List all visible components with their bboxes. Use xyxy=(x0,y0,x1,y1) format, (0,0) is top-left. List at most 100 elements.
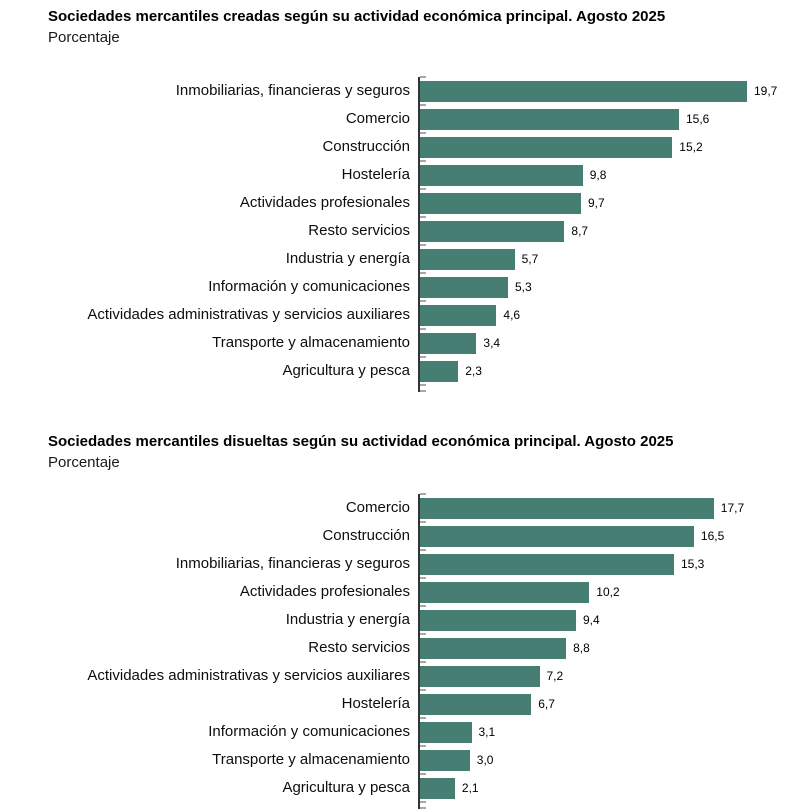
value-label: 19,7 xyxy=(754,84,778,98)
axis-tick xyxy=(420,661,426,663)
bar-area: 15,2 xyxy=(418,132,785,161)
value-label: 10,2 xyxy=(596,585,620,599)
category-label: Hostelería xyxy=(341,695,410,712)
bar-area: 7,2 xyxy=(418,661,785,690)
value-label: 16,5 xyxy=(700,529,725,543)
bar xyxy=(420,693,532,715)
bar xyxy=(420,749,470,771)
category-label: Información y comunicaciones xyxy=(208,723,410,740)
axis-tick xyxy=(420,356,426,358)
axis-line-end xyxy=(418,384,785,392)
bar-area: 4,6 xyxy=(418,300,785,329)
bar-area: 10,2 xyxy=(418,577,785,606)
category-label: Transporte y almacenamiento xyxy=(212,751,410,768)
bar xyxy=(420,525,694,547)
bar-area: 6,7 xyxy=(418,689,785,718)
chart-created-subtitle: Porcentaje xyxy=(48,29,120,46)
bar xyxy=(420,80,747,102)
axis-tick xyxy=(420,605,426,607)
bar-area: 9,4 xyxy=(418,605,785,634)
category-label: Resto servicios xyxy=(308,222,410,239)
category-label: Información y comunicaciones xyxy=(208,278,410,295)
value-label: 3,1 xyxy=(478,725,496,739)
bar-area: 16,5 xyxy=(418,521,785,550)
value-label: 5,7 xyxy=(521,252,539,266)
chart-dissolved-bar-chart: Comercio 17,7 Construcción 16,5 Inmobiliaria… xyxy=(0,493,785,809)
value-label: 2,1 xyxy=(461,781,479,795)
bar-row: Agricultura y pesca 2,3 xyxy=(0,356,785,385)
bar-row: Comercio 15,6 xyxy=(0,104,785,133)
axis-tick xyxy=(420,216,426,218)
bar-row: Hostelería 6,7 xyxy=(0,689,785,718)
category-label: Actividades administrativas y servicios … xyxy=(87,306,410,323)
bar-area: 2,3 xyxy=(418,356,785,385)
bar xyxy=(420,721,472,743)
bar-area: 2,1 xyxy=(418,773,785,802)
axis-tick xyxy=(420,807,426,809)
category-label: Construcción xyxy=(322,138,410,155)
bar-row: Actividades administrativas y servicios … xyxy=(0,661,785,690)
bar xyxy=(420,220,565,242)
axis-tick xyxy=(420,633,426,635)
bar xyxy=(420,164,583,186)
category-label: Actividades profesionales xyxy=(239,583,410,600)
category-label: Agricultura y pesca xyxy=(282,362,410,379)
axis-tick xyxy=(420,577,426,579)
bar xyxy=(420,192,581,214)
category-label: Inmobiliarias, financieras y seguros xyxy=(175,82,410,99)
axis-tick xyxy=(420,300,426,302)
axis-tick xyxy=(420,384,426,386)
axis-tick xyxy=(420,549,426,551)
axis-foot-spacer xyxy=(0,385,418,392)
axis-tick xyxy=(420,773,426,775)
category-label: Transporte y almacenamiento xyxy=(212,334,410,351)
bar-area: 17,7 xyxy=(418,493,785,522)
bar-area: 15,6 xyxy=(418,104,785,133)
category-label: Hostelería xyxy=(341,166,410,183)
bar-row: Construcción 16,5 xyxy=(0,521,785,550)
category-label: Comercio xyxy=(345,110,410,127)
chart-dissolved-subtitle: Porcentaje xyxy=(48,454,120,471)
value-label: 6,7 xyxy=(538,697,555,711)
bar-area: 9,7 xyxy=(418,188,785,217)
bar xyxy=(420,609,576,631)
axis-foot xyxy=(0,801,785,809)
bar-area: 9,8 xyxy=(418,160,785,189)
bar-row: Información y comunicaciones 5,3 xyxy=(0,272,785,301)
category-label: Actividades profesionales xyxy=(239,194,410,211)
bar-row: Resto servicios 8,8 xyxy=(0,633,785,662)
bar-area: 5,7 xyxy=(418,244,785,273)
value-label: 15,6 xyxy=(686,112,710,126)
bar xyxy=(420,665,540,687)
bar-area: 8,8 xyxy=(418,633,785,662)
value-label: 9,8 xyxy=(589,168,607,182)
bar-row: Inmobiliarias, financieras y seguros 15,3 xyxy=(0,549,785,578)
bar-row: Actividades profesionales 9,7 xyxy=(0,188,785,217)
bar xyxy=(420,581,590,603)
axis-foot xyxy=(0,384,785,392)
category-label: Actividades administrativas y servicios … xyxy=(87,667,410,684)
chart-dissolved-section: Sociedades mercantiles disueltas según s… xyxy=(0,432,785,809)
category-label: Comercio xyxy=(345,499,410,516)
bar-row: Transporte y almacenamiento 3,0 xyxy=(0,745,785,774)
value-label: 7,2 xyxy=(546,669,564,683)
axis-tick xyxy=(420,160,426,162)
bar xyxy=(420,637,567,659)
chart-created-section: Sociedades mercantiles creadas según su … xyxy=(0,7,785,392)
bar-area: 5,3 xyxy=(418,272,785,301)
value-label: 9,7 xyxy=(588,196,605,210)
bar-row: Industria y energía 9,4 xyxy=(0,605,785,634)
axis-tick xyxy=(420,104,426,106)
value-label: 9,4 xyxy=(583,613,600,627)
category-label: Inmobiliarias, financieras y seguros xyxy=(175,555,410,572)
bar-row: Actividades profesionales 10,2 xyxy=(0,577,785,606)
axis-tick xyxy=(420,521,426,523)
chart-dissolved-title: Sociedades mercantiles disueltas según s… xyxy=(48,433,674,450)
value-label: 5,3 xyxy=(515,280,532,294)
value-label: 4,6 xyxy=(503,308,521,322)
chart-created-title: Sociedades mercantiles creadas según su … xyxy=(48,8,666,25)
bar xyxy=(420,360,459,382)
axis-tick xyxy=(420,801,426,803)
bar xyxy=(420,332,477,354)
